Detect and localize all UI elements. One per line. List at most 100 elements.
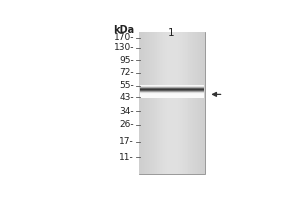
Bar	[140, 92, 204, 97]
Bar	[140, 85, 204, 90]
Bar	[140, 89, 204, 94]
Bar	[140, 87, 204, 92]
Bar	[140, 88, 204, 93]
Bar	[140, 91, 204, 96]
Bar	[183, 32, 185, 174]
Bar	[140, 93, 204, 98]
Text: 72-: 72-	[119, 68, 134, 77]
Text: 34-: 34-	[119, 107, 134, 116]
Bar	[175, 32, 177, 174]
Bar	[140, 86, 204, 90]
Bar	[140, 85, 204, 90]
Text: 11-: 11-	[119, 153, 134, 162]
Bar	[169, 32, 170, 174]
Bar	[182, 32, 183, 174]
Text: 26-: 26-	[119, 120, 134, 129]
Text: 130-: 130-	[113, 43, 134, 52]
Bar	[187, 32, 188, 174]
Bar	[140, 93, 204, 97]
Bar	[140, 89, 204, 94]
Bar	[164, 32, 165, 174]
Bar	[140, 93, 204, 98]
Bar	[145, 32, 147, 174]
Bar	[140, 88, 204, 92]
Text: 43-: 43-	[119, 93, 134, 102]
Bar	[140, 91, 204, 96]
Bar	[140, 93, 204, 98]
Bar	[162, 32, 164, 174]
Bar	[140, 93, 204, 98]
Bar	[154, 32, 155, 174]
Bar	[140, 90, 204, 94]
Bar	[140, 86, 204, 90]
Bar	[172, 32, 173, 174]
Bar	[180, 32, 182, 174]
Bar	[147, 32, 148, 174]
Bar	[188, 32, 190, 174]
Text: kDa: kDa	[113, 25, 134, 35]
Bar	[165, 32, 167, 174]
Bar	[157, 32, 158, 174]
Text: 170-: 170-	[113, 33, 134, 42]
Bar	[140, 89, 204, 94]
Text: 55-: 55-	[119, 81, 134, 90]
Bar	[139, 32, 140, 174]
Bar	[140, 93, 204, 98]
Bar	[140, 88, 204, 93]
Bar	[140, 85, 204, 90]
Bar	[140, 90, 204, 95]
Bar	[140, 90, 204, 95]
Bar	[200, 32, 202, 174]
Bar	[140, 87, 204, 91]
Bar	[195, 32, 196, 174]
Bar	[140, 92, 204, 97]
Bar	[142, 32, 144, 174]
Bar	[185, 32, 187, 174]
Bar	[193, 32, 195, 174]
Bar	[148, 32, 150, 174]
Bar	[140, 88, 204, 93]
Bar	[167, 32, 169, 174]
Bar	[173, 32, 175, 174]
Bar	[140, 89, 204, 94]
Bar	[196, 32, 198, 174]
Bar	[140, 86, 204, 91]
Bar	[202, 32, 203, 174]
Bar	[140, 90, 204, 95]
Bar	[140, 92, 204, 97]
Bar	[155, 32, 157, 174]
Text: 95-: 95-	[119, 56, 134, 65]
Bar	[140, 88, 204, 93]
Bar	[140, 92, 204, 97]
Bar	[140, 86, 204, 91]
Bar	[140, 94, 204, 98]
Text: 1: 1	[168, 28, 175, 38]
Bar	[144, 32, 145, 174]
Bar	[198, 32, 200, 174]
Bar	[140, 90, 204, 95]
Bar	[140, 93, 204, 97]
Bar	[203, 32, 205, 174]
Bar	[140, 87, 204, 92]
Bar	[140, 91, 204, 96]
Bar	[140, 32, 142, 174]
Bar	[140, 87, 204, 91]
Bar	[140, 86, 204, 91]
Bar	[140, 89, 204, 93]
Bar	[140, 94, 204, 98]
Bar	[140, 86, 204, 91]
Bar	[160, 32, 162, 174]
Bar	[140, 87, 204, 92]
Bar	[192, 32, 193, 174]
Bar	[140, 90, 204, 95]
Bar	[139, 32, 205, 174]
Bar	[140, 89, 204, 93]
Bar	[178, 32, 180, 174]
Bar	[140, 88, 204, 93]
Bar	[152, 32, 154, 174]
Bar	[140, 86, 204, 91]
Bar	[170, 32, 172, 174]
Bar	[158, 32, 160, 174]
Bar	[140, 87, 204, 92]
Bar	[177, 32, 178, 174]
